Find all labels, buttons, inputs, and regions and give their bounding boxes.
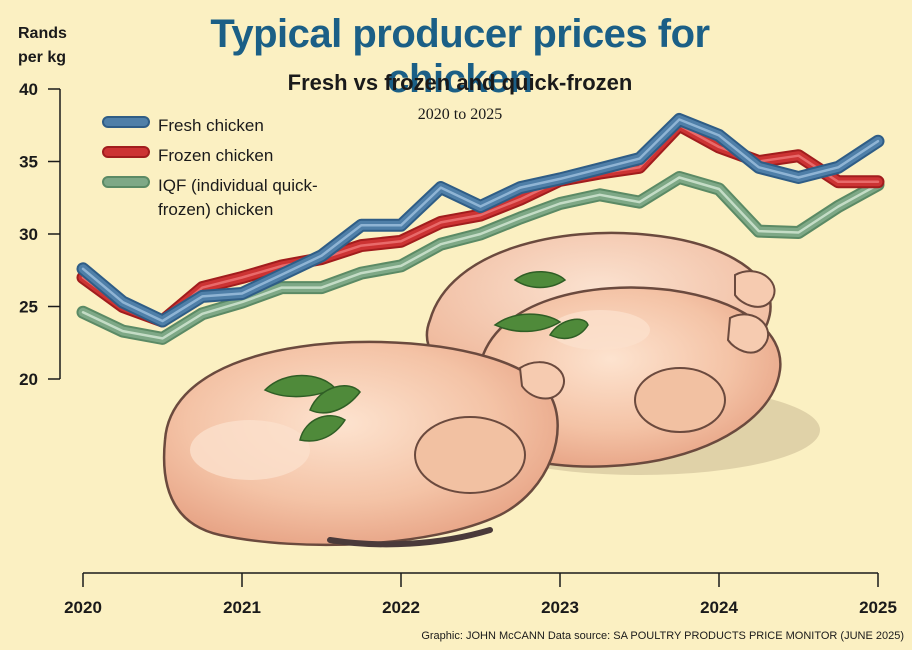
y-axis-label: Rands per kg (18, 25, 67, 66)
legend-item-frozen: Frozen chicken (98, 140, 358, 170)
x-tick-label: 2025 (859, 598, 897, 617)
x-tick-label: 2024 (700, 598, 738, 617)
legend-item-fresh: Fresh chicken (98, 110, 358, 140)
legend-item-iqf: IQF (individual quick-frozen) chicken (98, 170, 358, 224)
legend-label-fresh: Fresh chicken (158, 116, 264, 135)
legend-label-iqf: IQF (individual quick-frozen) chicken (158, 176, 318, 219)
chart-period: 2020 to 2025 (417, 106, 503, 123)
legend-swatch-frozen (102, 146, 150, 158)
x-tick-label: 2023 (541, 598, 579, 617)
legend-swatch-iqf (102, 176, 150, 188)
y-tick-label: 25 (19, 298, 38, 317)
x-tick-label: 2022 (382, 598, 420, 617)
y-tick-label: 20 (19, 370, 38, 389)
x-tick-label: 2020 (64, 598, 102, 617)
roast-chicken-illustration (162, 231, 820, 548)
series-line-highlight-0 (81, 118, 880, 323)
series-line-highlight-2 (81, 176, 880, 340)
y-tick-label: 30 (19, 225, 38, 244)
x-tick-label: 2021 (223, 598, 261, 617)
chart-title: Typical producer prices for chicken (210, 12, 710, 101)
y-tick-label: 40 (19, 80, 38, 99)
x-axis: 2020 2021 2022 2023 2024 2025 (64, 572, 897, 617)
chart-subtitle: Fresh vs frozen and quick-frozen (287, 70, 633, 95)
legend-label-frozen: Frozen chicken (158, 146, 274, 165)
series-lines (76, 113, 885, 345)
y-tick-label: 35 (19, 153, 38, 172)
legend-swatch-fresh (102, 116, 150, 128)
y-axis: 20 25 30 35 40 (19, 80, 61, 389)
source-credit: Graphic: JOHN McCANN Data source: SA POU… (421, 630, 904, 642)
chart-legend: Fresh chicken Frozen chicken IQF (indivi… (98, 110, 358, 224)
